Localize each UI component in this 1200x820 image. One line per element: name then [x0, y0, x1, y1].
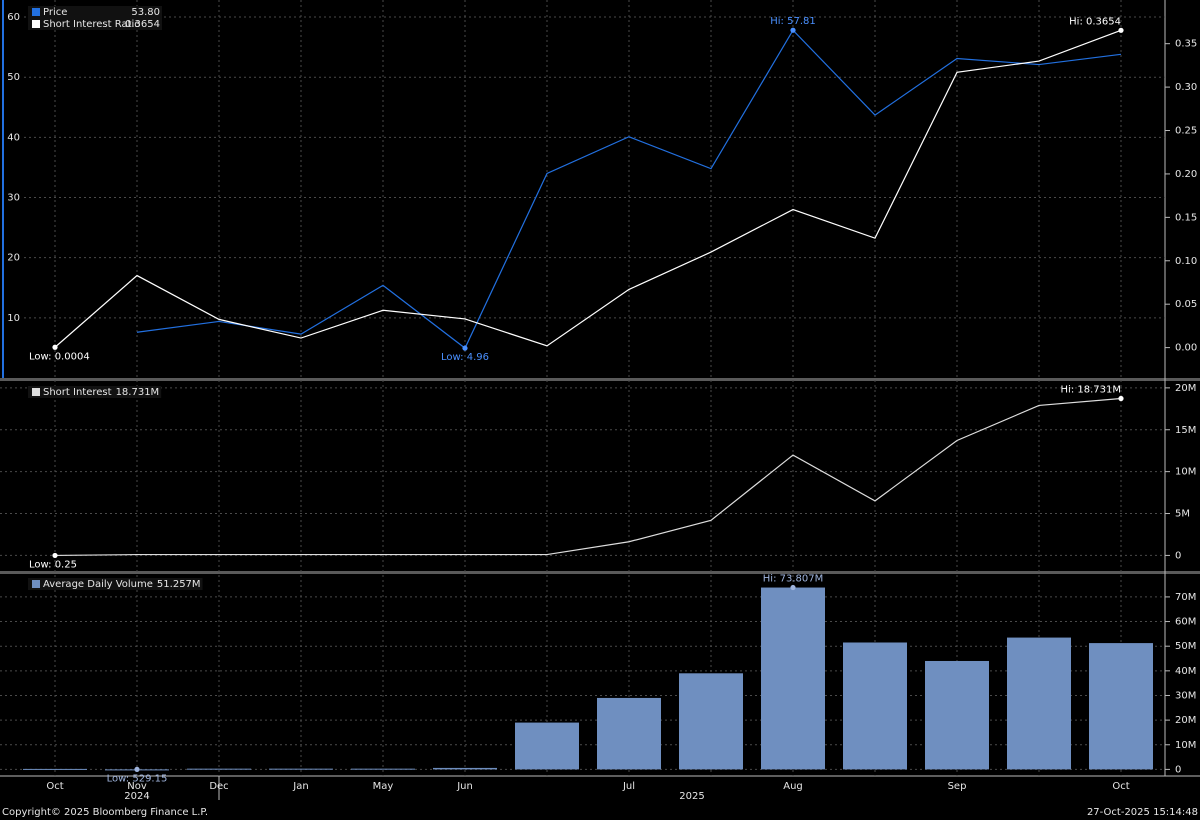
y2-tick-label: 0.10: [1175, 256, 1197, 267]
y2-tick-label: 0.15: [1175, 212, 1197, 223]
legend-label: Average Daily Volume: [43, 579, 153, 590]
bar: [187, 768, 251, 770]
series-line: [136, 29, 1122, 350]
bar: [925, 660, 989, 770]
y2-tick-label: 20M: [1175, 383, 1196, 394]
extreme-point: [462, 345, 468, 351]
x-tick-label: May: [373, 781, 394, 792]
y-tick-label: 40: [7, 132, 20, 143]
y2-tick-label: 30M: [1175, 690, 1196, 701]
extreme-point: [790, 27, 796, 33]
y2-tick-label: 40M: [1175, 666, 1196, 677]
extreme-point: [134, 766, 140, 772]
bar: [515, 722, 579, 770]
legend-value: 53.80: [131, 7, 160, 18]
bar: [761, 587, 825, 770]
extreme-label: Low: 0.0004: [29, 351, 90, 362]
extreme-point: [1118, 395, 1124, 402]
bar: [269, 768, 333, 770]
y2-tick-label: 5M: [1175, 509, 1190, 520]
extreme-label: Low: 529.15: [107, 773, 168, 784]
panel-separator: [0, 571, 1200, 574]
y2-tick-label: 15M: [1175, 425, 1196, 436]
extreme-label: Hi: 18.731M: [1061, 384, 1121, 395]
y2-tick-label: 0.25: [1175, 126, 1197, 137]
legend-value: 18.731M: [116, 387, 160, 398]
x-tick-label: Oct: [46, 781, 63, 792]
x-tick-label: Jul: [622, 781, 635, 792]
legend-label: Short Interest Ratio: [43, 19, 140, 30]
series-line: [54, 29, 1122, 348]
x-tick-label: Nov: [127, 781, 147, 792]
y-tick-label: 50: [7, 72, 20, 83]
y2-tick-label: 20M: [1175, 715, 1196, 726]
legend-swatch: [32, 20, 40, 28]
bar: [1007, 637, 1071, 770]
y-tick-label: 20: [7, 253, 20, 264]
extreme-point: [52, 344, 58, 350]
legend-bg: [28, 6, 162, 18]
legend-bg: [28, 386, 162, 398]
bar: [843, 642, 907, 770]
y2-tick-label: 10M: [1175, 740, 1196, 751]
legend-swatch: [32, 580, 40, 588]
y2-tick-label: 0: [1175, 764, 1181, 775]
x-tick-label: Dec: [209, 781, 228, 792]
x-tick-label: Sep: [948, 781, 967, 792]
y2-tick-label: 60M: [1175, 617, 1196, 628]
bar: [433, 767, 497, 770]
y-tick-label: 30: [7, 193, 20, 204]
y2-tick-label: 0.00: [1175, 343, 1197, 354]
bar: [1089, 643, 1153, 770]
extreme-label: Low: 4.96: [441, 352, 489, 363]
x-tick-label: Aug: [783, 781, 803, 792]
x-tick-label: Jan: [292, 781, 308, 792]
x-tick-label: Jun: [456, 781, 473, 792]
y2-tick-label: 0: [1175, 550, 1181, 561]
legend-label: Price: [43, 7, 67, 18]
y2-tick-label: 10M: [1175, 467, 1196, 478]
bar: [597, 697, 661, 770]
extreme-point: [52, 552, 58, 559]
y2-tick-label: 0.20: [1175, 169, 1197, 180]
series-line: [54, 397, 1122, 557]
y2-tick-label: 50M: [1175, 641, 1196, 652]
year-label: 2024: [124, 791, 149, 802]
y2-tick-label: 0.05: [1175, 299, 1197, 310]
legend-bg: [28, 578, 203, 590]
copyright: Copyright© 2025 Bloomberg Finance L.P.: [2, 807, 208, 818]
legend-label: Short Interest: [43, 387, 112, 398]
bar: [23, 768, 87, 770]
legend-swatch: [32, 8, 40, 16]
panel-separator: [0, 378, 1200, 381]
timestamp: 27-Oct-2025 15:14:48: [1087, 807, 1198, 818]
bar: [351, 768, 415, 770]
extreme-point: [790, 584, 796, 591]
y2-tick-label: 0.30: [1175, 82, 1197, 93]
y-tick-label: 10: [7, 313, 20, 324]
extreme-label: Low: 0.25: [29, 559, 77, 570]
legend-swatch: [32, 388, 40, 396]
y2-tick-label: 0.35: [1175, 39, 1197, 50]
y-tick-label: 60: [7, 12, 20, 23]
extreme-label: Hi: 57.81: [770, 16, 815, 27]
legend-bg: [28, 18, 162, 30]
extreme-label: Hi: 73.807M: [763, 574, 823, 585]
x-tick-label: Oct: [1112, 781, 1129, 792]
extreme-point: [1118, 27, 1124, 33]
bar: [679, 673, 743, 770]
legend-value: 0.3654: [125, 19, 160, 30]
extreme-label: Hi: 0.3654: [1069, 16, 1121, 27]
year-label: 2025: [679, 791, 704, 802]
legend-value: 51.257M: [157, 579, 201, 590]
y2-tick-label: 70M: [1175, 592, 1196, 603]
